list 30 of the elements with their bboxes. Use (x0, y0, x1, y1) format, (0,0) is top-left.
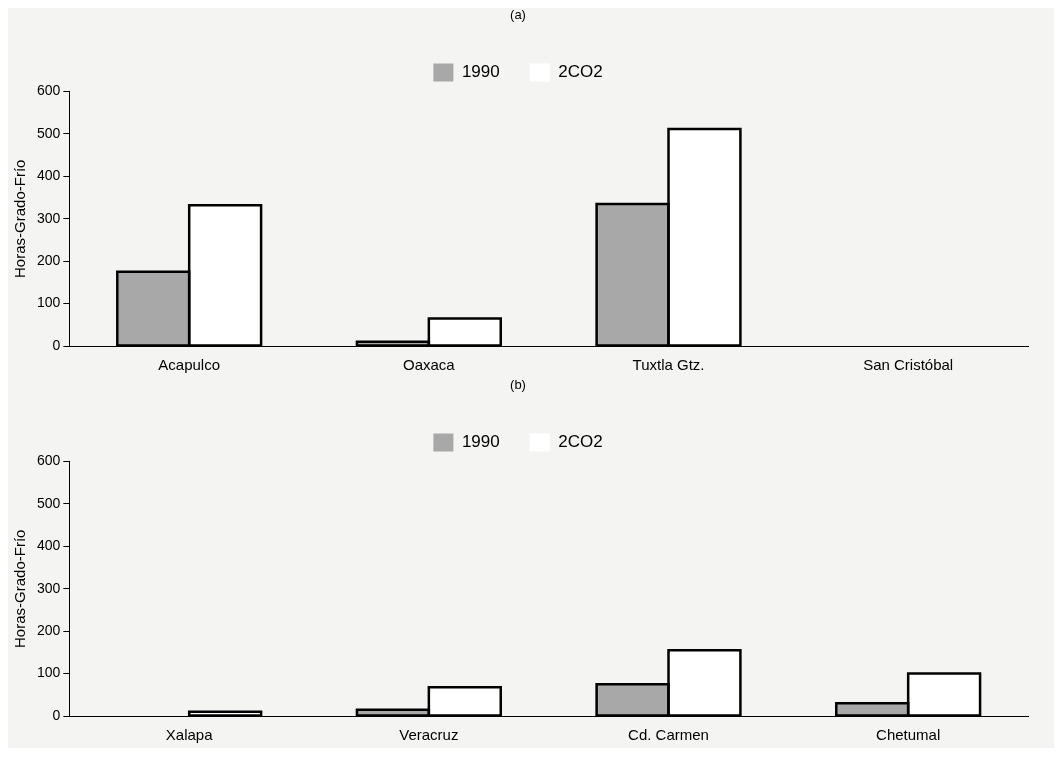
y-tick-label: 500 (37, 494, 61, 511)
y-tick-label: 500 (37, 124, 61, 141)
x-tick-label: Veracruz (399, 726, 459, 744)
x-tick-label: Tuxtla Gtz. (632, 356, 705, 374)
y-tick-label: 200 (37, 252, 61, 269)
x-tick-label: Chetumal (876, 726, 941, 744)
y-tick-label: 100 (37, 294, 61, 311)
x-tick-label: Xalapa (165, 726, 214, 744)
y-tick-label: 200 (37, 622, 61, 639)
y-tick-label: 400 (37, 167, 61, 184)
y-tick-label: 0 (52, 706, 61, 723)
y-tick-label: 100 (37, 664, 61, 681)
legend-label: 2CO2 (558, 432, 603, 452)
y-tick-label: 300 (37, 579, 61, 596)
y-axis-title: Horas-Grado-Frío (11, 529, 29, 648)
x-tick-label: Acapulco (158, 356, 221, 374)
y-tick-label: 300 (37, 209, 61, 226)
x-tick-label: Oaxaca (403, 356, 456, 374)
y-axis-title: Horas-Grado-Frío (11, 159, 29, 278)
y-tick-label: 600 (37, 452, 61, 469)
chart-title: (a) (510, 7, 526, 23)
y-tick-label: 400 (37, 537, 61, 554)
legend-label: 1990 (461, 62, 500, 82)
x-tick-label: Cd. Carmen (628, 726, 709, 744)
y-tick-label: 600 (37, 82, 61, 99)
chart-title: (b) (510, 377, 526, 393)
legend-label: 2CO2 (558, 62, 603, 82)
x-tick-label: San Cristóbal (863, 356, 954, 374)
y-tick-label: 0 (52, 336, 61, 353)
legend-label: 1990 (461, 432, 500, 452)
